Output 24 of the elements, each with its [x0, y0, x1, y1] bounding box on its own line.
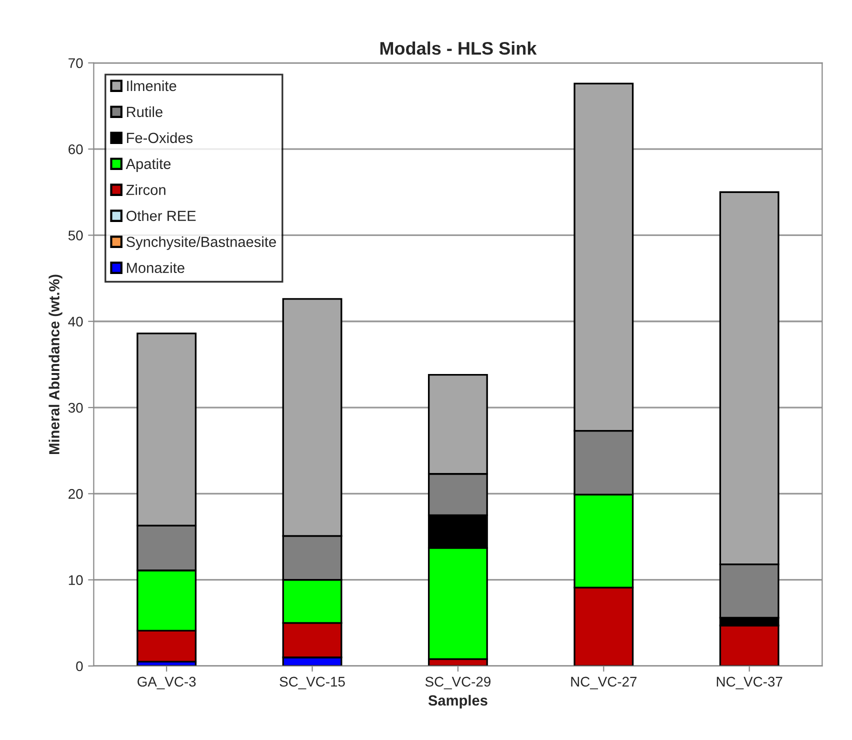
y-tick-label: 50 [68, 230, 83, 240]
y-tick-label: 30 [68, 402, 83, 413]
y-tick-label: 10 [68, 575, 83, 586]
legend-label: Apatite [126, 158, 171, 172]
legend-label: Other REE [126, 210, 196, 222]
x-tick-label: NC_VC-27 [571, 676, 637, 690]
y-tick-label: 60 [68, 144, 83, 154]
x-axis-title: Samples [428, 694, 488, 709]
legend-label: Fe-Oxides [127, 132, 193, 144]
y-tick-label: 20 [68, 489, 83, 499]
y-tick-label: 40 [68, 316, 83, 327]
legend-label: Zircon [126, 184, 166, 196]
y-axis-title: Mineral Abundance (wt.%) [48, 274, 62, 454]
y-tick-label: 70 [68, 58, 83, 68]
legend-label: Rutile [127, 106, 162, 118]
legend-label: Monazite [127, 262, 184, 274]
legend-label: Synchysite/Bastnaesite [126, 236, 276, 250]
x-tick-label: NC_VC-37 [716, 676, 782, 690]
x-tick-label: GA_VC-3 [138, 676, 196, 690]
y-tick-label: 0 [76, 661, 83, 672]
legend-label: Ilmenite [127, 80, 176, 92]
chart-title: Modals - HLS Sink [380, 41, 537, 55]
x-tick-label: SC_VC-29 [425, 676, 490, 690]
x-tick-label: SC_VC-15 [280, 676, 345, 690]
